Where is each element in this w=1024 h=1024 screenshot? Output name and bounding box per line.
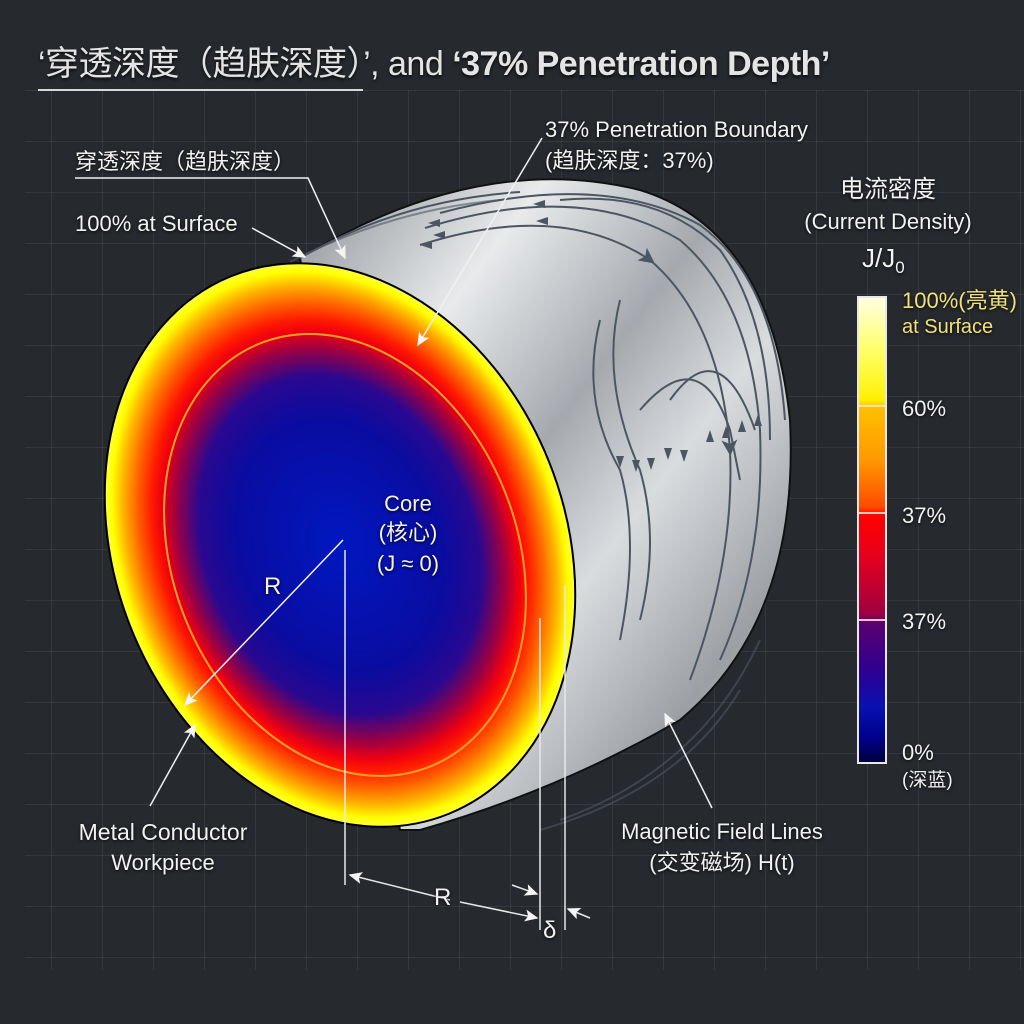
legend-label-60: 60% [902, 396, 947, 421]
field-lines-label-line2: (交变磁场) H(t) [649, 850, 795, 875]
core-label-line1: Core [384, 491, 432, 516]
legend-tick-37a [859, 512, 885, 514]
skin-depth-delta-label: δ [543, 917, 557, 944]
radius-label-face: R [264, 573, 282, 600]
legend-title-en: (Current Density) [804, 209, 972, 234]
radius-arrow [183, 539, 344, 707]
legend-label-0-sub: (深蓝) [902, 770, 953, 791]
title-mid: ’, and [363, 45, 453, 83]
legend-tick-37b [859, 619, 885, 621]
legend-label-0: 0% [902, 740, 934, 765]
page-title: ‘穿透深度（趋肤深度）’, and ‘37% Penetration Depth… [38, 36, 830, 91]
workpiece-label-line2: Workpiece [111, 850, 215, 875]
legend-label-100: 100%(亮黄) [902, 288, 1017, 313]
magnetic-field-lines [289, 191, 786, 831]
boundary-label-line1: 37% Penetration Boundary [545, 117, 808, 142]
title-zh: ‘穿透深度（趋肤深度） [38, 45, 364, 91]
field-lines-label-line1: Magnetic Field Lines [621, 819, 823, 844]
conductor-cross-section [103, 262, 577, 828]
workpiece-label-line1: Metal Conductor [78, 819, 248, 845]
dimension-lines [344, 550, 591, 930]
radius-label-dimension: R [434, 884, 452, 911]
legend-label-37b: 37% [902, 609, 947, 634]
penetration-boundary-ring [163, 333, 527, 777]
legend-colorbar [857, 296, 887, 764]
boundary-label-line2: (趋肤深度：37%) [545, 148, 714, 173]
core-label-line2: (核心) [378, 520, 438, 545]
legend-title-zh: 电流密度 [840, 176, 936, 203]
penetration-depth-label: 穿透深度（趋肤深度） [75, 149, 296, 174]
surface-100-label: 100% at Surface [75, 211, 238, 236]
core-label-line3: (J ≈ 0) [376, 551, 440, 576]
legend-label-37a: 37% [902, 503, 947, 528]
field-arrowheads [420, 200, 762, 472]
legend-label-100-sub: at Surface [902, 316, 994, 338]
legend-tick-60 [859, 405, 885, 407]
title-en: ‘37% Penetration Depth’ [452, 45, 830, 83]
legend-symbol: J/J0 [862, 243, 905, 278]
callout-lines [75, 137, 713, 809]
